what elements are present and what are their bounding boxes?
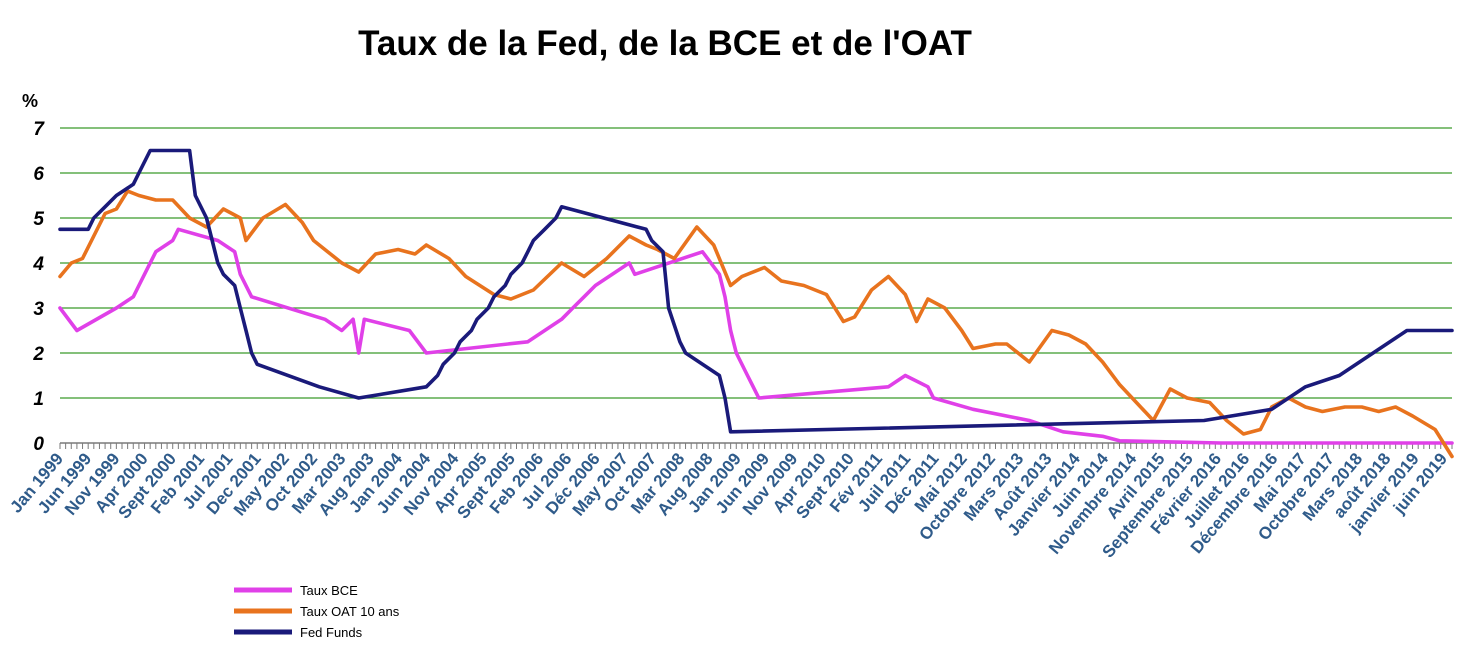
legend: Taux BCE Taux OAT 10 ans Fed Funds [234,583,400,640]
y-axis-ticks: 0 1 2 3 4 5 6 7 [32,119,45,455]
y-axis-unit: % [22,91,38,111]
y-tick-label: 2 [32,344,44,365]
chart-title: Taux de la Fed, de la BCE et de l'OAT [358,24,972,63]
series-line-1 [58,227,1454,445]
y-tick-label: 1 [33,389,44,410]
y-tick-label: 5 [33,209,44,230]
series-line-2 [58,189,1454,459]
y-tick-label: 6 [33,164,44,185]
y-tick-label: 3 [33,299,44,320]
y-tick-label: 7 [33,119,45,140]
series-lines [58,148,1454,459]
y-tick-label: 0 [33,434,44,455]
series-line-3 [58,148,1454,434]
legend-label: Taux BCE [300,583,358,598]
legend-label: Fed Funds [300,625,363,640]
y-tick-label: 4 [32,254,44,275]
legend-label: Taux OAT 10 ans [300,604,400,619]
